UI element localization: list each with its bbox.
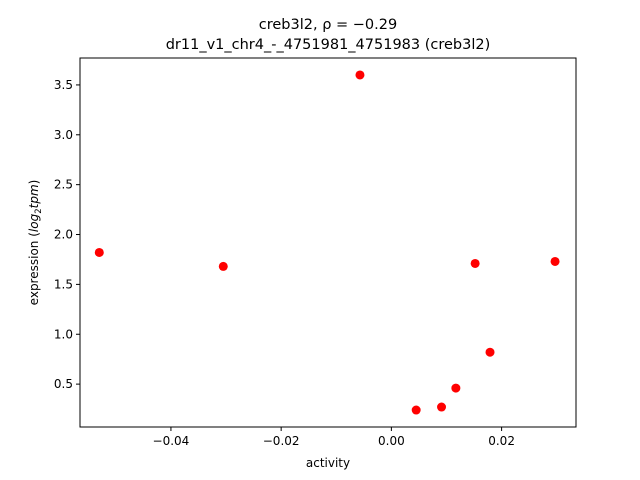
x-tick-label: 0.02: [488, 434, 515, 448]
x-axis-ticks: −0.04 −0.02 0.00 0.02: [153, 427, 515, 448]
data-point: [437, 402, 447, 412]
data-point: [470, 258, 480, 268]
data-point: [411, 405, 421, 415]
data-point: [451, 383, 461, 393]
y-axis-label-prefix: expression (: [27, 232, 41, 305]
y-tick-label: 2.5: [54, 178, 73, 192]
x-tick-label: −0.04: [153, 434, 190, 448]
y-axis-label-unit: tpm: [27, 184, 41, 208]
x-tick-label: −0.02: [263, 434, 300, 448]
y-tick-label: 3.0: [54, 128, 73, 142]
y-axis-label: expression (log2tpm): [27, 180, 44, 306]
y-tick-label: 2.0: [54, 228, 73, 242]
y-axis-label-suffix: ): [27, 180, 41, 185]
y-tick-label: 3.5: [54, 78, 73, 92]
data-point: [355, 70, 365, 80]
data-point: [485, 347, 495, 357]
chart-title-line1: creb3l2, ρ = −0.29: [259, 17, 397, 33]
y-axis-label-log: log: [27, 213, 41, 232]
data-point: [550, 256, 560, 266]
chart-title-line2: dr11_v1_chr4_-_4751981_4751983 (creb3l2): [166, 37, 491, 53]
y-axis-ticks: 0.5 1.0 1.5 2.0 2.5 3.0 3.5: [54, 78, 80, 391]
x-tick-label: 0.00: [378, 434, 405, 448]
y-tick-label: 0.5: [54, 377, 73, 391]
y-tick-label: 1.0: [54, 327, 73, 341]
y-axis-label-subscript: 2: [34, 208, 44, 213]
x-axis-label: activity: [306, 456, 350, 470]
data-point: [218, 261, 228, 271]
data-points: [94, 70, 560, 415]
data-point: [94, 247, 104, 257]
y-tick-label: 1.5: [54, 277, 73, 291]
plot-frame: [79, 57, 577, 428]
